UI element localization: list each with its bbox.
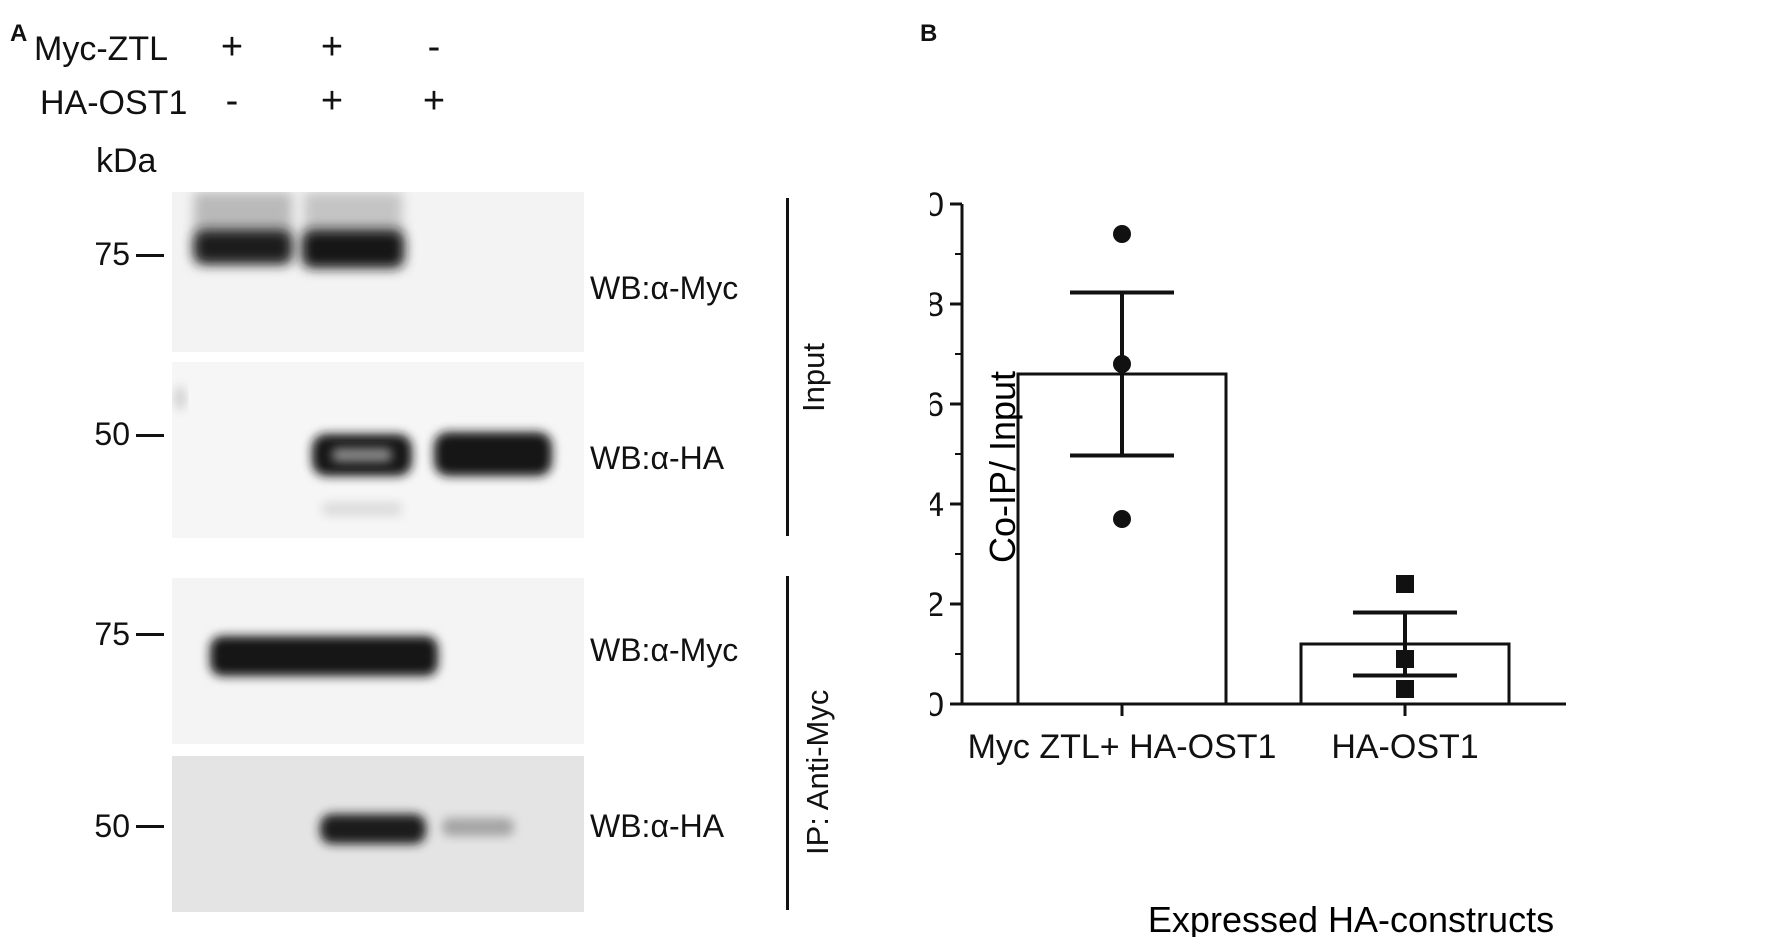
data-point-0-0 (1113, 225, 1131, 243)
blot-ip-ha (172, 756, 584, 912)
blot-input-myc (172, 192, 584, 352)
y-tick-label-2: 0.4 (930, 486, 944, 524)
mw-marker-2: 50 (94, 416, 130, 452)
blot-ip-myc (172, 578, 584, 744)
chart-tick-labels: 0.0 0.2 0.4 0.6 0.8 1.0 Myc ZTL+ HA-OST1 HA-OST… (930, 186, 1479, 766)
antibody-label-1: WB:α-Myc (590, 270, 739, 306)
sign-myc-lane2: + (320, 26, 344, 68)
data-point-1-0 (1396, 575, 1414, 593)
bar-chart: 0.0 0.2 0.4 0.6 0.8 1.0 Myc ZTL+ HA-OST1 HA-OST… (930, 186, 1566, 937)
row-label-ha-ost1: HA-OST1 (40, 84, 188, 122)
mw-tick-2 (136, 434, 164, 437)
y-axis-label: Co-IP/ Input (982, 371, 1023, 563)
row-label-myc-ztl: Myc-ZTL (34, 30, 169, 68)
sign-ha-lane1: - (225, 80, 239, 122)
antibody-label-2: WB:α-HA (590, 440, 725, 476)
ip-bracket (786, 576, 789, 910)
sign-myc-lane3: - (427, 26, 441, 68)
mw-marker-4: 50 (94, 808, 130, 844)
chart-error-bars (1070, 290, 1457, 678)
mw-tick-4 (136, 825, 164, 828)
y-tick-label-3: 0.6 (930, 386, 944, 424)
y-tick-label-1: 0.2 (930, 586, 944, 624)
sign-ha-lane3: + (422, 80, 446, 122)
y-tick-label-0: 0.0 (930, 686, 944, 724)
y-tick-label-4: 0.8 (930, 286, 944, 324)
group-label-input: Input (796, 343, 831, 412)
panel-a-letter: A (10, 20, 28, 47)
x-tick-label-1: HA-OST1 (1331, 728, 1478, 766)
data-point-0-2 (1113, 510, 1131, 528)
mw-marker-3: 75 (94, 616, 130, 652)
kda-label: kDa (96, 142, 157, 180)
input-bracket (786, 198, 789, 536)
group-label-ip: IP: Anti-Myc (800, 689, 835, 855)
mw-tick-3 (136, 633, 164, 636)
chart-bars (1016, 372, 1511, 706)
antibody-label-3: WB:α-Myc (590, 632, 739, 668)
mw-tick-1 (136, 254, 164, 257)
sign-ha-lane2: + (320, 80, 344, 122)
x-axis-label: Expressed HA-constructs (1148, 899, 1554, 937)
x-tick-label-0: Myc ZTL+ HA-OST1 (968, 728, 1277, 766)
sign-myc-lane1: + (220, 26, 244, 68)
data-point-1-2 (1396, 680, 1414, 698)
panel-b-letter: B (920, 20, 938, 47)
blot-input-ha (172, 362, 584, 538)
antibody-label-4: WB:α-HA (590, 808, 725, 844)
bar-0 (1016, 372, 1228, 706)
y-tick-label-5: 1.0 (930, 186, 944, 224)
mw-marker-1: 75 (94, 236, 130, 272)
